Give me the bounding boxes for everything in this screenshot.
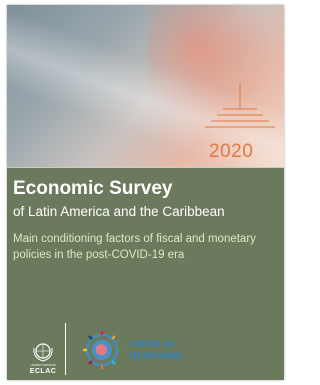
separator xyxy=(7,167,284,168)
logo-divider xyxy=(65,323,66,375)
un-emblem xyxy=(31,340,55,364)
covid-logo xyxy=(79,327,125,373)
logo-text: RESPONSE xyxy=(130,351,183,362)
book-cover: 2020 Economic Survey of Latin America an… xyxy=(7,5,284,380)
logo-text: COVID-19 xyxy=(130,339,174,350)
logo-caption: ECLAC xyxy=(25,368,61,375)
logo-caption: UNITED NATIONS xyxy=(25,363,61,367)
description-line: Main conditioning factors of fiscal and … xyxy=(13,233,256,245)
page: 2020 Economic Survey of Latin America an… xyxy=(0,0,293,385)
edition-year: 2020 xyxy=(209,141,253,163)
description-line: policies in the post-COVID-19 era xyxy=(13,249,184,261)
title: Economic Survey xyxy=(13,178,172,200)
subtitle: of Latin America and the Caribbean xyxy=(13,204,225,219)
